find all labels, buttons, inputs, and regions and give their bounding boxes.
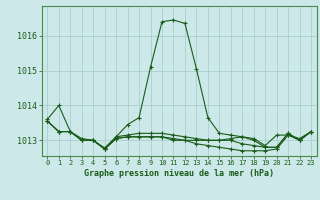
X-axis label: Graphe pression niveau de la mer (hPa): Graphe pression niveau de la mer (hPa) — [84, 169, 274, 178]
